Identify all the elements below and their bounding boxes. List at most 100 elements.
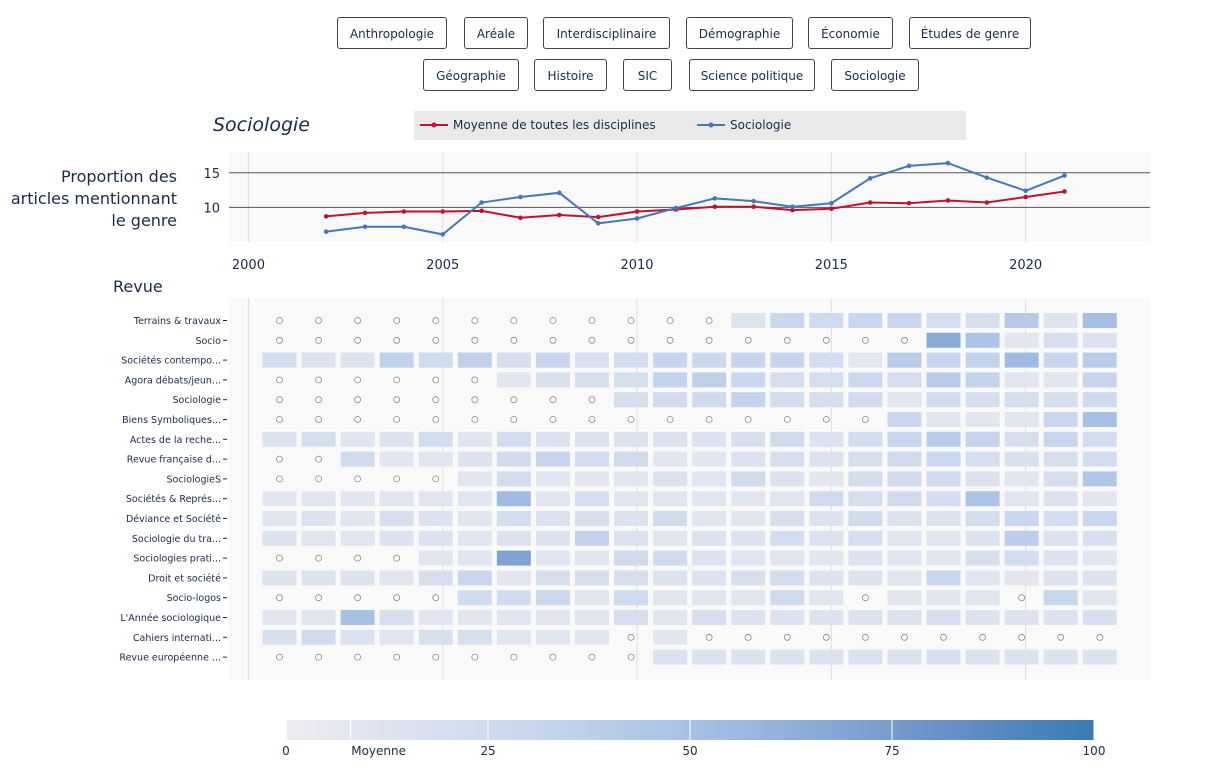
heatmap-cell[interactable]	[809, 511, 844, 526]
heatmap-cell[interactable]	[653, 471, 688, 487]
series-point[interactable]	[595, 221, 601, 226]
heatmap-cell[interactable]	[340, 491, 375, 507]
heatmap-empty-marker[interactable]	[510, 336, 518, 344]
series-point[interactable]	[984, 175, 990, 180]
heatmap-cell[interactable]	[809, 550, 844, 566]
heatmap-empty-marker[interactable]	[783, 416, 791, 423]
heatmap-empty-marker[interactable]	[315, 594, 322, 602]
heatmap-cell[interactable]	[614, 590, 649, 606]
heatmap-empty-marker[interactable]	[432, 336, 440, 344]
heatmap-cell[interactable]	[887, 352, 922, 368]
heatmap-cell[interactable]	[731, 352, 766, 368]
heatmap-cell[interactable]	[457, 352, 492, 368]
heatmap-cell[interactable]	[926, 491, 961, 507]
heatmap-cell[interactable]	[926, 570, 961, 586]
series-point[interactable]	[401, 209, 407, 214]
heatmap-cell[interactable]	[1004, 471, 1039, 487]
heatmap-cell[interactable]	[379, 610, 414, 625]
heatmap-empty-marker[interactable]	[549, 336, 557, 344]
heatmap-cell[interactable]	[379, 530, 414, 546]
heatmap-cell[interactable]	[1082, 313, 1117, 328]
heatmap-cell[interactable]	[496, 530, 531, 546]
heatmap-empty-marker[interactable]	[510, 416, 518, 423]
heatmap-cell[interactable]	[653, 372, 688, 388]
series-point[interactable]	[1062, 189, 1067, 194]
heatmap-empty-marker[interactable]	[1018, 633, 1026, 641]
heatmap-cell[interactable]	[574, 590, 609, 606]
heatmap-cell[interactable]	[340, 431, 375, 447]
heatmap-cell[interactable]	[848, 570, 883, 586]
heatmap-cell[interactable]	[770, 590, 805, 606]
heatmap-empty-marker[interactable]	[666, 317, 674, 324]
series-point[interactable]	[906, 200, 912, 206]
heatmap-cell[interactable]	[574, 352, 609, 368]
heatmap-cell[interactable]	[887, 471, 922, 487]
heatmap-cell[interactable]	[1004, 392, 1039, 408]
heatmap-cell[interactable]	[1043, 610, 1078, 625]
heatmap-cell[interactable]	[848, 471, 883, 487]
heatmap-cell[interactable]	[1043, 511, 1078, 526]
heatmap-cell[interactable]	[574, 491, 609, 507]
heatmap-cell[interactable]	[653, 431, 688, 447]
heatmap-cell[interactable]	[770, 570, 805, 586]
heatmap-cell[interactable]	[457, 511, 492, 526]
heatmap-cell[interactable]	[379, 491, 414, 507]
series-point[interactable]	[829, 200, 834, 206]
heatmap-cell[interactable]	[1043, 649, 1078, 665]
heatmap-cell[interactable]	[887, 550, 922, 566]
heatmap-cell[interactable]	[262, 511, 297, 526]
heatmap-cell[interactable]	[574, 372, 609, 388]
heatmap-cell[interactable]	[1082, 372, 1117, 388]
series-point[interactable]	[867, 200, 873, 205]
heatmap-cell[interactable]	[574, 629, 609, 645]
heatmap-empty-marker[interactable]	[315, 317, 322, 324]
series-point[interactable]	[634, 216, 640, 221]
heatmap-empty-marker[interactable]	[627, 653, 635, 661]
heatmap-cell[interactable]	[731, 392, 766, 408]
heatmap-cell[interactable]	[457, 610, 492, 625]
heatmap-cell[interactable]	[926, 332, 961, 348]
heatmap-empty-marker[interactable]	[1057, 633, 1065, 641]
heatmap-cell[interactable]	[692, 491, 727, 507]
heatmap-cell[interactable]	[731, 431, 766, 447]
heatmap-cell[interactable]	[653, 352, 688, 368]
heatmap-empty-marker[interactable]	[354, 475, 362, 483]
heatmap-cell[interactable]	[848, 352, 883, 368]
heatmap-cell[interactable]	[770, 392, 805, 408]
heatmap-cell[interactable]	[848, 451, 883, 467]
heatmap-cell[interactable]	[770, 352, 805, 368]
heatmap-empty-marker[interactable]	[588, 336, 596, 344]
heatmap-cell[interactable]	[926, 610, 961, 625]
heatmap-cell[interactable]	[457, 550, 492, 566]
heatmap-cell[interactable]	[301, 530, 336, 546]
heatmap-cell[interactable]	[1004, 431, 1039, 447]
heatmap-cell[interactable]	[614, 451, 649, 467]
series-point[interactable]	[829, 206, 834, 212]
heatmap-cell[interactable]	[653, 491, 688, 507]
series-point[interactable]	[751, 204, 756, 209]
heatmap-empty-marker[interactable]	[432, 396, 440, 404]
heatmap-cell[interactable]	[965, 372, 1000, 388]
heatmap-cell[interactable]	[457, 570, 492, 586]
heatmap-cell[interactable]	[418, 570, 453, 586]
heatmap-empty-marker[interactable]	[276, 336, 283, 344]
heatmap-cell[interactable]	[418, 550, 453, 566]
heatmap-cell[interactable]	[965, 570, 1000, 586]
heatmap-cell[interactable]	[1082, 590, 1117, 606]
heatmap-empty-marker[interactable]	[471, 416, 479, 423]
heatmap-cell[interactable]	[1004, 511, 1039, 526]
heatmap-cell[interactable]	[496, 372, 531, 388]
heatmap-cell[interactable]	[887, 451, 922, 467]
heatmap-cell[interactable]	[614, 431, 649, 447]
heatmap-cell[interactable]	[926, 451, 961, 467]
heatmap-cell[interactable]	[1082, 550, 1117, 566]
heatmap-empty-marker[interactable]	[393, 416, 401, 423]
heatmap-cell[interactable]	[1082, 431, 1117, 447]
heatmap-empty-marker[interactable]	[432, 475, 440, 483]
heatmap-empty-marker[interactable]	[315, 653, 322, 661]
heatmap-empty-marker[interactable]	[276, 416, 283, 423]
series-point[interactable]	[440, 232, 446, 237]
heatmap-cell[interactable]	[887, 392, 922, 408]
heatmap-cell[interactable]	[574, 511, 609, 526]
series-point[interactable]	[479, 200, 484, 205]
